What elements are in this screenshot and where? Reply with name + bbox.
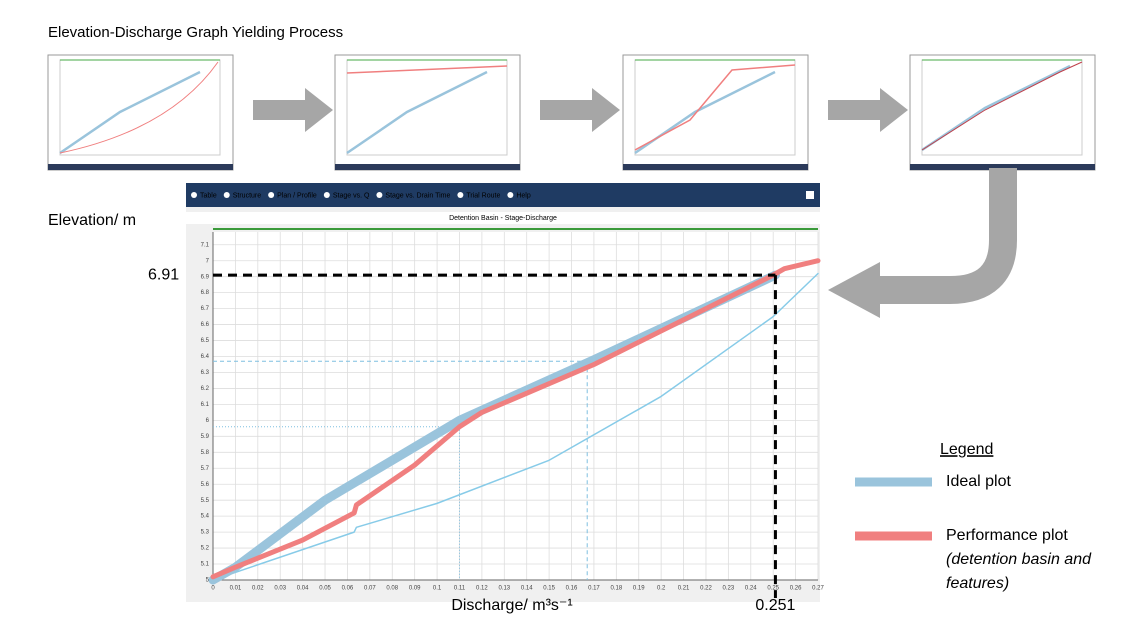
x-tick-label: 0.26 bbox=[790, 586, 802, 592]
y-tick-label: 6.2 bbox=[201, 386, 210, 392]
toolbar-radio bbox=[323, 192, 330, 198]
toolbar-radio bbox=[191, 192, 197, 198]
y-tick-label: 5.3 bbox=[201, 530, 210, 536]
toolbar bbox=[186, 183, 820, 207]
y-tick-label: 5.4 bbox=[201, 514, 210, 520]
x-tick-label: 0 bbox=[211, 586, 215, 592]
x-tick-label: 0.08 bbox=[386, 586, 398, 592]
y-tick-label: 6.7 bbox=[201, 306, 210, 312]
chart-title-bar bbox=[186, 212, 820, 224]
y-tick-label: 6.8 bbox=[201, 290, 210, 296]
y-tick-label: 6 bbox=[206, 418, 210, 424]
x-tick-label: 0.09 bbox=[409, 586, 421, 592]
toolbar-item: Structure bbox=[233, 192, 262, 199]
x-tick-label: 0.12 bbox=[476, 586, 488, 592]
legend-note: (detention basin and features) bbox=[946, 551, 1092, 592]
toolbar-radio bbox=[507, 192, 514, 198]
thumbnail bbox=[47, 54, 234, 171]
arrow bbox=[253, 88, 333, 132]
marker-x-label: 0.251 bbox=[755, 597, 795, 614]
y-tick-label: 6.1 bbox=[201, 402, 210, 408]
x-tick-label: 0.16 bbox=[566, 586, 578, 592]
toolbar-checkbox bbox=[806, 191, 814, 199]
x-tick-label: 0.13 bbox=[498, 586, 510, 592]
figure-title: Elevation-Discharge Graph Yielding Proce… bbox=[48, 24, 343, 41]
thumbnail bbox=[909, 54, 1096, 171]
x-tick-label: 0.24 bbox=[745, 586, 757, 592]
y-tick-label: 5.1 bbox=[201, 562, 210, 568]
y-tick-label: 6.4 bbox=[201, 354, 210, 360]
x-axis-label: Discharge/ m³s⁻¹ bbox=[451, 597, 572, 614]
x-tick-label: 0.23 bbox=[723, 586, 735, 592]
x-tick-label: 0.05 bbox=[319, 586, 331, 592]
thumbnail bbox=[334, 54, 521, 171]
legend-label: Performance plot bbox=[946, 527, 1068, 544]
toolbar-item: Help bbox=[516, 192, 531, 199]
legend-title: Legend bbox=[940, 441, 993, 458]
y-tick-label: 6.3 bbox=[201, 370, 210, 376]
x-tick-label: 0.15 bbox=[543, 586, 555, 592]
y-tick-label: 5.7 bbox=[201, 466, 210, 472]
thumbnail bbox=[622, 54, 809, 171]
x-tick-label: 0.07 bbox=[364, 586, 376, 592]
toolbar-radio bbox=[376, 192, 383, 198]
chart-title: Detention Basin - Stage-Discharge bbox=[449, 215, 557, 222]
toolbar-item: Trial Route bbox=[466, 192, 500, 199]
x-tick-label: 0.21 bbox=[678, 586, 690, 592]
y-tick-label: 5 bbox=[206, 578, 210, 584]
x-tick-label: 0.14 bbox=[521, 586, 533, 592]
legend-label: Ideal plot bbox=[946, 473, 1011, 490]
y-tick-label: 5.6 bbox=[201, 482, 210, 488]
y-tick-label: 5.5 bbox=[201, 498, 210, 504]
toolbar-radio bbox=[223, 192, 230, 198]
plot-area bbox=[213, 232, 818, 580]
x-tick-label: 0.06 bbox=[342, 586, 354, 592]
x-tick-label: 0.02 bbox=[252, 586, 264, 592]
y-tick-label: 6.6 bbox=[201, 322, 210, 328]
x-tick-label: 0.2 bbox=[657, 586, 666, 592]
x-tick-label: 0.19 bbox=[633, 586, 645, 592]
series-line bbox=[212, 272, 819, 581]
x-tick-label: 0.1 bbox=[433, 586, 442, 592]
x-tick-label: 0.17 bbox=[588, 586, 600, 592]
arrows bbox=[253, 88, 1017, 318]
x-tick-label: 0.04 bbox=[297, 586, 309, 592]
x-tick-label: 0.22 bbox=[700, 586, 712, 592]
y-tick-label: 7.1 bbox=[201, 242, 210, 248]
y-tick-label: 5.2 bbox=[201, 546, 210, 552]
curved-arrow bbox=[878, 168, 1017, 304]
thumbnails bbox=[47, 54, 1096, 171]
x-tick-label: 0.25 bbox=[767, 586, 779, 592]
x-tick-label: 0.11 bbox=[454, 586, 466, 592]
toolbar-item: Stage vs. Drain Time bbox=[385, 192, 450, 199]
toolbar-item: Stage vs. Q bbox=[333, 192, 370, 199]
y-tick-label: 7 bbox=[206, 258, 210, 264]
arrow bbox=[828, 88, 908, 132]
x-tick-label: 0.01 bbox=[230, 586, 242, 592]
y-axis-label: Elevation/ m bbox=[48, 212, 136, 229]
toolbar-radio bbox=[268, 192, 275, 198]
arrow-head bbox=[828, 262, 880, 318]
y-tick-label: 6.5 bbox=[201, 338, 210, 344]
y-tick-label: 6.9 bbox=[201, 274, 210, 280]
x-tick-label: 0.27 bbox=[812, 586, 824, 592]
x-tick-label: 0.03 bbox=[274, 586, 286, 592]
x-tick-label: 0.18 bbox=[610, 586, 622, 592]
toolbar-item: Plan / Profile bbox=[277, 192, 317, 199]
toolbar-radio bbox=[457, 192, 464, 198]
y-tick-label: 5.8 bbox=[201, 450, 210, 456]
marker-y-label: 6.91 bbox=[148, 266, 179, 283]
toolbar-item: Table bbox=[200, 192, 217, 199]
arrow bbox=[540, 88, 620, 132]
y-tick-label: 5.9 bbox=[201, 434, 210, 440]
